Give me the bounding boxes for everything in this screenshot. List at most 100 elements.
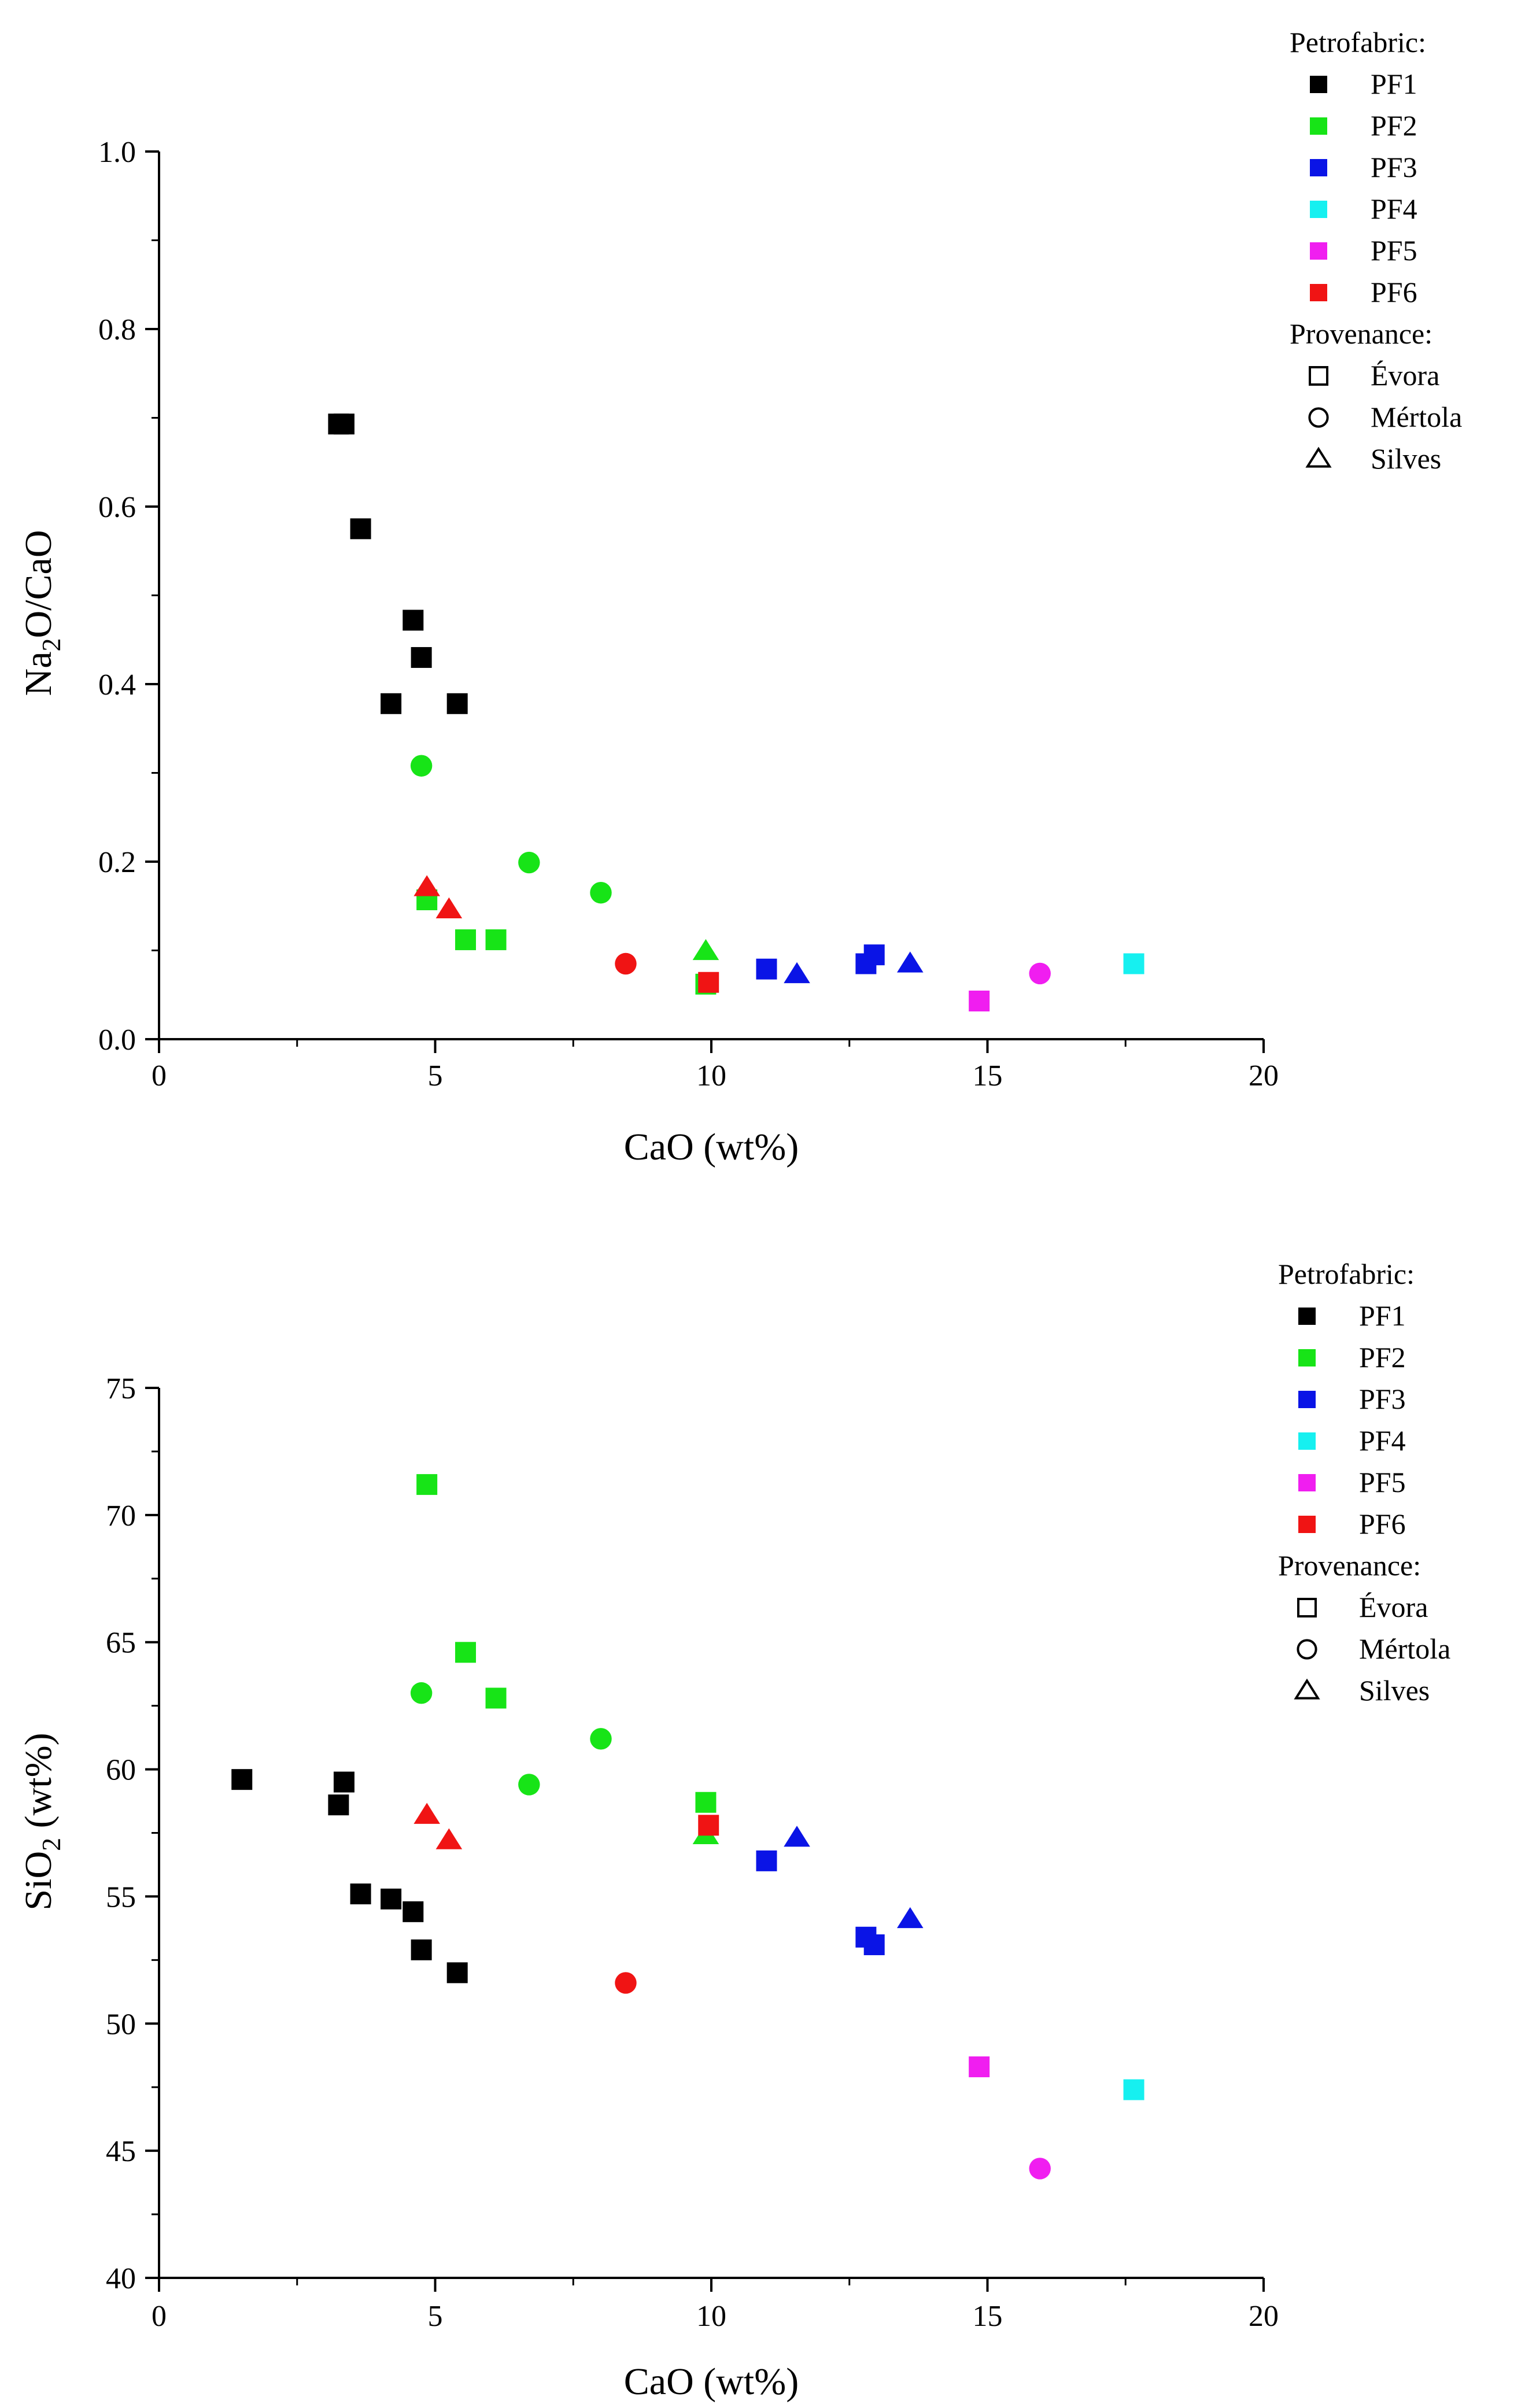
chart2-point-pf1-evora	[328, 1794, 349, 1816]
chart2-legend-marker-mertola	[1297, 1639, 1317, 1660]
chart2-legend-swatch-pf1	[1298, 1308, 1316, 1325]
chart1-legend-label-pf3: PF3	[1371, 151, 1417, 183]
chart2-legend-label-pf2: PF2	[1359, 1341, 1406, 1373]
chart2-point-pf5-mertola	[1029, 2158, 1051, 2180]
chart2-x-tick-label: 0	[152, 2300, 167, 2333]
chart1-point-pf4-evora	[1123, 953, 1144, 974]
chart2-legend-swatch-pf5	[1298, 1474, 1316, 1491]
chart2-x-tick-label: 10	[696, 2300, 726, 2333]
chart2-y-tick-label: 45	[106, 2135, 136, 2168]
chart1-y-tick-label: 0.8	[98, 313, 136, 346]
chart2-y-tick-label: 60	[106, 1754, 136, 1787]
chart1-points	[328, 413, 1144, 1011]
chart1-point-pf6-silves	[413, 875, 440, 896]
chart2-legend-marker-silves	[1294, 1678, 1320, 1700]
chart1-point-pf2-evora	[485, 929, 507, 951]
chart1-point-pf1-evora	[411, 647, 432, 668]
chart1-point-pf1-evora	[333, 413, 355, 435]
chart2-x-axis-title: CaO (wt%)	[624, 2361, 799, 2403]
chart2-x-tick-label: 20	[1249, 2300, 1279, 2333]
chart1-legend-marker-silves	[1305, 446, 1332, 468]
chart2-legend-swatch-pf4	[1298, 1432, 1316, 1450]
chart1-x-tick-label: 0	[152, 1059, 167, 1092]
chart1-x-tick-label: 10	[696, 1059, 726, 1092]
chart1-legend-marker-evora	[1309, 366, 1328, 386]
chart2-point-pf2-evora	[455, 1642, 477, 1663]
chart1-y-tick-label: 0.0	[98, 1024, 136, 1057]
chart1-legend-label-pf4: PF4	[1371, 193, 1417, 225]
chart2-points	[231, 1474, 1144, 2180]
chart1-point-pf1-evora	[446, 693, 468, 714]
chart2-y-tick-label: 75	[106, 1372, 136, 1405]
chart2-y-tick-label: 40	[106, 2262, 136, 2295]
chart1-point-pf1-evora	[403, 610, 424, 631]
chart2-point-pf6-silves	[413, 1803, 440, 1824]
chart2-y-tick-label: 50	[106, 2008, 136, 2041]
chart1-legend-swatch-pf1	[1310, 76, 1327, 93]
chart2-point-pf2-evora	[416, 1474, 438, 1495]
chart2-x-tick-label: 5	[428, 2300, 443, 2333]
chart1-point-pf5-mertola	[1029, 962, 1051, 985]
chart2-x-tick-label: 15	[973, 2300, 1003, 2333]
chart1-point-pf2-mertola	[518, 851, 540, 874]
chart2-point-pf6-silves	[435, 1828, 463, 1849]
chart2-point-pf2-evora	[485, 1687, 507, 1709]
chart2-point-pf2-evora	[695, 1792, 717, 1813]
chart1-legend-petrofabric-title: Petrofabric:	[1290, 26, 1426, 58]
chart2-legend-provenance-title: Provenance:	[1278, 1549, 1421, 1582]
chart1-legend-label-pf2: PF2	[1371, 109, 1417, 142]
chart1-legend-label-silves: Silves	[1371, 442, 1441, 475]
chart1-legend-label-pf5: PF5	[1371, 234, 1417, 267]
chart1-y-tick-label: 0.2	[98, 846, 136, 879]
chart1-legend-label-pf1: PF1	[1371, 68, 1417, 100]
chart1-point-pf3-evora	[863, 944, 885, 966]
chart2-legend-marker-evora	[1297, 1598, 1317, 1617]
chart2-y-tick-label: 70	[106, 1500, 136, 1532]
chart2-point-pf2-mertola	[590, 1728, 612, 1750]
chart2-point-pf4-evora	[1123, 2079, 1144, 2100]
chart2-point-pf1-evora	[350, 1883, 371, 1905]
chart1-legend-swatch-pf6	[1310, 284, 1327, 301]
chart2-point-pf6-evora	[698, 1815, 719, 1836]
chart1-point-pf2-mertola	[590, 882, 612, 904]
chart2-legend-label-pf4: PF4	[1359, 1424, 1406, 1457]
chart2-legend-petrofabric-title: Petrofabric:	[1278, 1258, 1415, 1290]
chart1-legend-marker-mertola	[1308, 407, 1329, 428]
chart2-point-pf6-mertola	[615, 1972, 637, 1994]
chart1-x-tick-label: 5	[428, 1059, 443, 1092]
chart2-legend-label-pf5: PF5	[1359, 1466, 1406, 1498]
chart2-legend-label-pf1: PF1	[1359, 1299, 1406, 1332]
chart1-legend-swatch-pf3	[1310, 159, 1327, 176]
chart2-point-pf3-silves	[897, 1907, 924, 1929]
chart1-x-tick-label: 15	[973, 1059, 1003, 1092]
chart2-point-pf1-evora	[381, 1888, 402, 1910]
chart1-point-pf1-evora	[350, 518, 371, 540]
chart2-point-pf2-mertola	[410, 1682, 433, 1704]
chart2-legend: Petrofabric: PF1 PF2 PF3 PF4 PF5 PF6 Provenance…	[1278, 1258, 1450, 1707]
chart1-point-pf3-evora	[756, 958, 777, 980]
chart2-y-axis-title: SiO2 (wt%)	[17, 1733, 66, 1910]
chart1-legend-label-evora: Évora	[1371, 359, 1439, 392]
chart1-point-pf6-silves	[435, 897, 463, 919]
chart1-legend-provenance-title: Provenance:	[1290, 317, 1432, 350]
chart1-legend-swatch-pf5	[1310, 242, 1327, 260]
chart2-point-pf3-evora	[863, 1934, 885, 1955]
chart1-point-pf2-evora	[455, 929, 477, 951]
chart1-legend-swatch-pf4	[1310, 201, 1327, 218]
chart1-point-pf6-evora	[698, 972, 719, 993]
chart1-point-pf3-silves	[897, 951, 924, 973]
chart2-point-pf1-evora	[403, 1901, 424, 1922]
chart1-point-pf6-mertola	[615, 952, 637, 975]
chart1-y-tick-label: 0.4	[98, 669, 136, 701]
chart1-point-pf3-silves	[784, 962, 810, 984]
chart2-point-pf1-evora	[411, 1939, 432, 1960]
chart2-y-tick-label: 55	[106, 1881, 136, 1914]
chart2-point-pf3-evora	[756, 1850, 777, 1871]
chart1-x-axis-title: CaO (wt%)	[624, 1126, 799, 1168]
chart1-y-axis-title: Na2O/CaO	[17, 530, 66, 696]
chart2-legend-swatch-pf2	[1298, 1349, 1316, 1366]
chart2: 0 5 10 15 20 40 45 50 55 60 65 70 75 CaO (wt%) SiO2 (w…	[17, 1258, 1450, 2403]
chart2-point-pf2-mertola	[518, 1774, 540, 1796]
chart1-y-tick-label: 0.6	[98, 491, 136, 524]
